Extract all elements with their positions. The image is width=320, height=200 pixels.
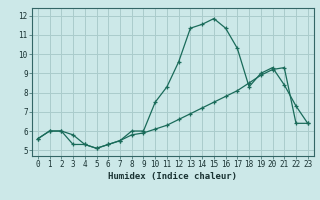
- X-axis label: Humidex (Indice chaleur): Humidex (Indice chaleur): [108, 172, 237, 181]
